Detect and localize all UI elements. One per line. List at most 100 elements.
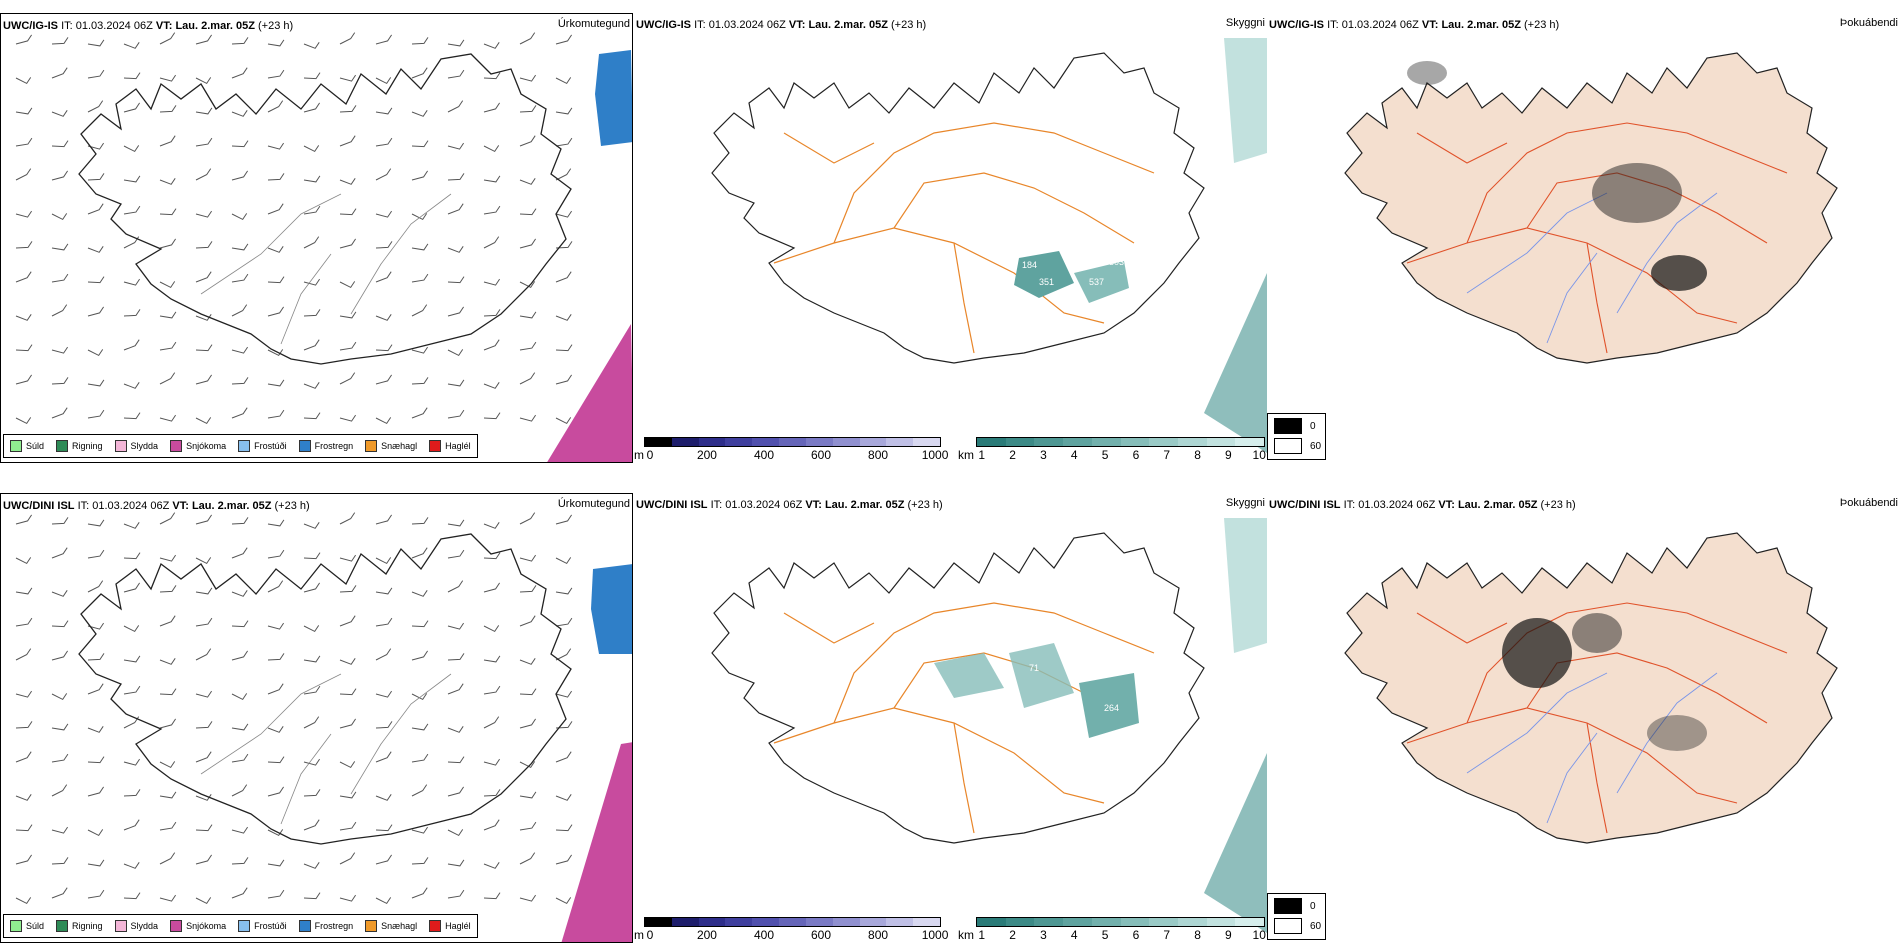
wind-barb	[447, 622, 465, 630]
wind-barb	[51, 650, 69, 661]
wind-barb	[15, 137, 33, 147]
wind-barb	[51, 243, 69, 251]
wind-barb	[231, 140, 249, 148]
wind-barb	[267, 39, 285, 47]
wind-barb	[555, 107, 573, 115]
wind-barb	[555, 794, 572, 801]
wind-barb	[411, 304, 428, 317]
wind-barb	[267, 726, 284, 733]
wind-barb	[447, 859, 465, 867]
wind-barb	[123, 625, 140, 633]
wind-barb	[447, 173, 465, 181]
wind-barb	[555, 34, 573, 45]
wind-barb	[87, 276, 105, 284]
wind-barb	[231, 243, 249, 251]
fog-swatch-bottom	[1274, 438, 1302, 454]
wind-barb	[447, 69, 465, 79]
wind-barb	[123, 582, 141, 593]
wind-barb	[375, 794, 392, 801]
wind-barb	[267, 580, 284, 593]
legend-label: Slydda	[130, 921, 159, 931]
colorbar-bin	[779, 438, 806, 446]
wind-barb	[483, 582, 501, 593]
colorbar-bin	[725, 438, 753, 446]
wind-barb	[483, 758, 501, 766]
wind-barb	[303, 685, 321, 695]
wind-barb	[51, 37, 69, 45]
wind-barb	[231, 517, 249, 525]
panel-title: Úrkomutegund	[557, 498, 630, 510]
wind-barb	[51, 620, 69, 628]
wind-barb	[483, 522, 500, 529]
wind-barb	[339, 414, 357, 422]
wind-barb	[483, 72, 501, 80]
wind-barb	[519, 341, 537, 351]
wind-barb	[483, 655, 501, 663]
legend-label: Súld	[26, 441, 45, 451]
wind-barb	[123, 522, 140, 529]
wind-barb	[555, 587, 573, 595]
cloud-base-label: 351	[1039, 277, 1054, 287]
header-text: UWC/DINI ISL IT: 01.03.2024 06Z VT: Lau.…	[3, 500, 310, 512]
cloud-area	[934, 653, 1004, 698]
wind-barb	[15, 271, 32, 283]
wind-barb	[267, 622, 285, 630]
wind-barb	[231, 407, 248, 419]
wind-barb	[231, 346, 249, 354]
cloud-panel-bottom: 71 264 UWC/DINI ISL IT: 01.03.2024 06Z VT…	[634, 493, 1267, 943]
colorbar-tick: 7	[1163, 928, 1171, 942]
wind-barb	[51, 517, 69, 525]
colorbar-bin	[1120, 918, 1150, 926]
colorbar-bin	[671, 438, 699, 446]
wind-barb	[87, 756, 105, 764]
wind-barb	[375, 648, 392, 661]
wind-barb	[411, 517, 429, 525]
colorbar-bin	[886, 918, 914, 926]
wind-barb	[483, 819, 500, 831]
colorbar-bin	[886, 438, 914, 446]
wind-barb	[87, 39, 105, 47]
colorbar-bin	[1005, 438, 1035, 446]
colorbar-bin	[698, 918, 726, 926]
wind-barb	[519, 372, 536, 385]
wind-barb	[339, 135, 356, 147]
wind-barb	[555, 557, 572, 565]
wind-barb	[15, 690, 33, 698]
legend-swatch	[170, 920, 183, 932]
wind-barb	[231, 887, 248, 899]
wind-barb	[555, 721, 573, 729]
header-text: UWC/DINI ISL IT: 01.03.2024 06Z VT: Lau.…	[1269, 499, 1576, 511]
colorbar-tick: 800	[868, 448, 889, 462]
colorbar-bin	[913, 438, 940, 446]
colorbar-bin	[859, 438, 887, 446]
wind-barb	[339, 178, 356, 185]
wind-barb	[51, 346, 69, 354]
colorbar-bin	[1235, 918, 1265, 926]
wind-barb	[303, 309, 321, 317]
wind-barb	[483, 789, 501, 797]
wind-barb	[483, 278, 501, 286]
legend-label: Frostregn	[314, 921, 354, 931]
panel-title: Úrkomutegund	[557, 18, 630, 30]
colorbar-bin	[645, 438, 672, 446]
legend-swatch	[56, 440, 69, 452]
wind-barb	[339, 585, 357, 593]
wind-barb	[483, 862, 500, 869]
wind-barb	[411, 140, 429, 148]
wind-barb	[231, 857, 249, 865]
wind-barb	[483, 892, 501, 900]
cloud-base-label: 71	[1029, 663, 1039, 673]
colorbar-tick: 0	[646, 448, 654, 462]
wind-barb	[159, 894, 177, 902]
wind-barb	[51, 590, 68, 597]
colorbar-bin	[1177, 918, 1207, 926]
legend-swatch	[56, 920, 69, 932]
colorbar-bin	[1149, 918, 1178, 926]
colorbar-bin	[859, 918, 887, 926]
legend-item: Rigning	[56, 440, 103, 452]
legend-swatch	[429, 440, 442, 452]
wind-barb	[123, 789, 141, 797]
wind-barb	[375, 77, 392, 85]
legend-label: Haglél	[445, 921, 471, 931]
wind-barb	[411, 346, 429, 354]
